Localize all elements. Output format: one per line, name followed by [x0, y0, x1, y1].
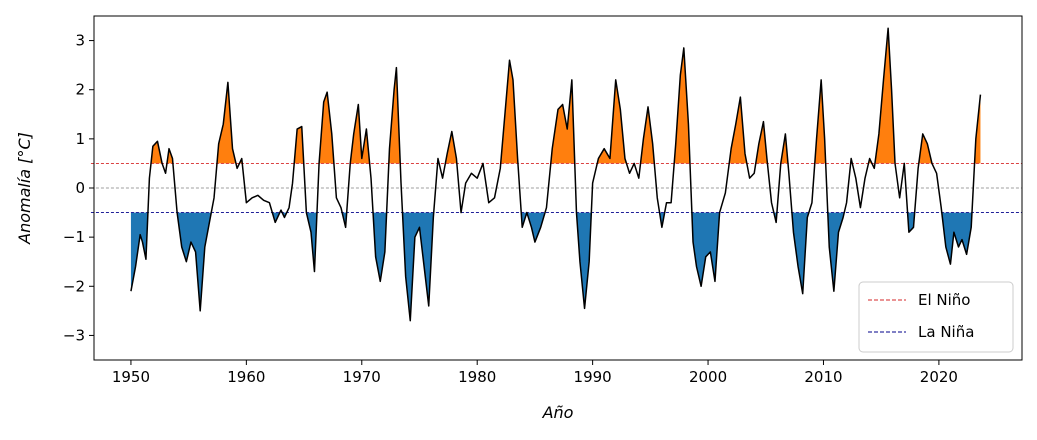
plot-area — [90, 27, 1022, 322]
anomaly-series-line — [130, 27, 982, 322]
el-nino-fill-area — [151, 28, 981, 164]
x-tick-label: 1970 — [343, 368, 381, 386]
x-tick-label: 2010 — [804, 368, 842, 386]
y-tick-label: −2 — [63, 277, 85, 295]
y-tick-label: 0 — [75, 179, 85, 197]
x-tick-label: 1980 — [458, 368, 496, 386]
y-axis-label: Anomalía [°C] — [15, 132, 34, 245]
y-tick-label: −1 — [63, 228, 85, 246]
x-tick-label: 2020 — [920, 368, 958, 386]
y-tick-label: 2 — [75, 81, 85, 99]
x-tick-label: 1990 — [574, 368, 612, 386]
x-tick-label: 1950 — [112, 368, 150, 386]
legend-box — [858, 281, 1014, 353]
y-tick-label: 3 — [75, 32, 85, 50]
x-tick-label: 2000 — [689, 368, 727, 386]
axes: 1950 1960 1970 1980 1990 2000 2010 2020 −3 −2 −1 0 1… — [63, 15, 1023, 386]
la-nina-fill-area — [130, 212, 972, 321]
legend-la-nina-label: La Niña — [918, 323, 974, 341]
legend: El Niño La Niña — [858, 281, 1014, 353]
x-axis-label: Año — [542, 403, 574, 422]
y-tick-label: −3 — [63, 326, 85, 344]
y-tick-label: 1 — [75, 130, 85, 148]
x-tick-label: 1960 — [227, 368, 265, 386]
legend-el-nino-label: El Niño — [918, 291, 971, 309]
